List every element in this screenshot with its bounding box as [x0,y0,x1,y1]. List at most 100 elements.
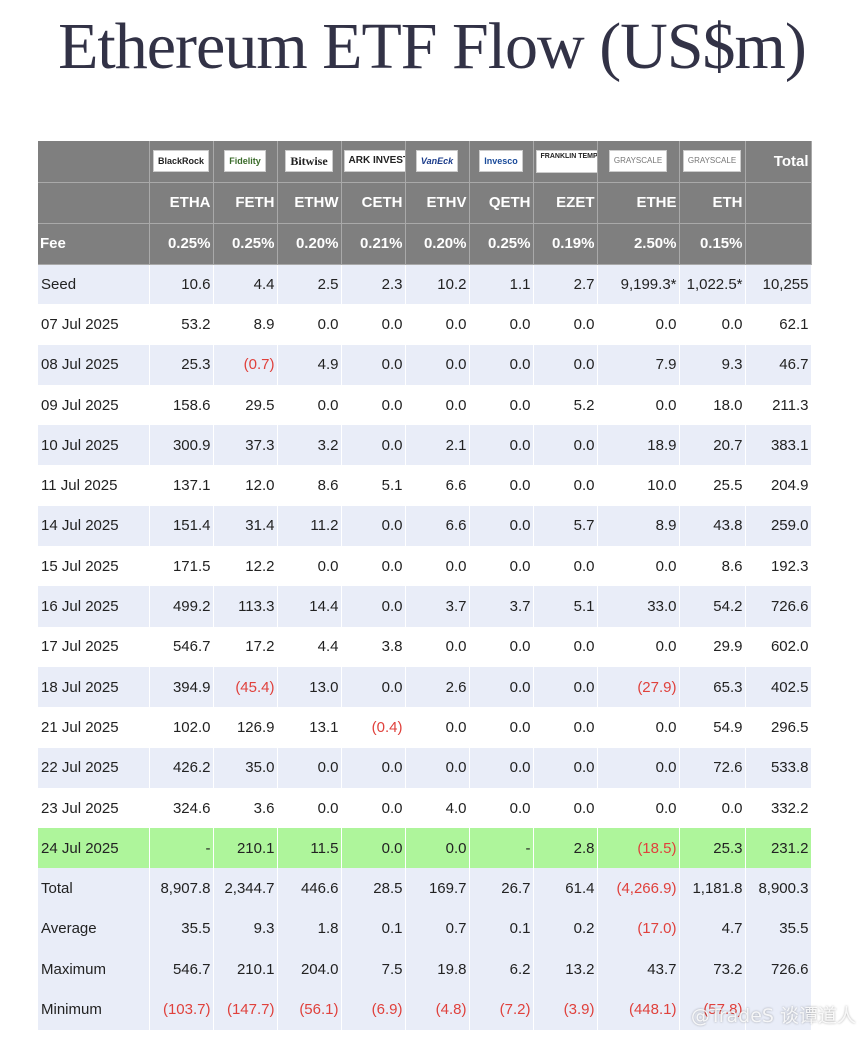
table-cell: 113.3 [213,586,278,627]
table-cell: 0.0 [341,425,406,466]
table-cell: 19.8 [405,949,470,990]
table-cell: 33.0 [597,586,680,627]
table-cell: 4.7 [679,908,746,950]
table-cell: 0.0 [341,828,406,869]
table-cell: 4.0 [405,787,470,829]
table-cell: 3.7 [469,586,534,627]
table-row: 09 Jul 2025 158.6 29.5 0.0 0.0 0.0 0.0 5.2 0.0 18… [38,384,812,426]
table-cell: 8.6 [679,546,746,587]
table-cell: 18.0 [679,384,746,426]
table-cell: 102.0 [149,707,214,748]
table-cell: 0.0 [277,747,342,788]
table-cell: 11.2 [277,505,342,547]
table-cell: (45.4) [213,666,278,708]
table-cell: 0.0 [533,465,598,506]
table-cell: 13.2 [533,949,598,990]
table-cell: 9,199.3* [597,264,680,305]
table-cell: 0.0 [533,747,598,788]
table-cell: 169.7 [405,868,470,909]
table-cell: 5.2 [533,384,598,426]
issuer-logo: VanEck [415,150,459,173]
table-cell: 3.6 [213,787,278,829]
table-cell: 12.2 [213,546,278,587]
table-cell: 6.2 [469,949,534,990]
etf-flow-table: BlackRock Fidelity Bitwise ARK INVEST Va… [38,141,812,1030]
table-cell: 1.1 [469,264,534,305]
issuer-logo-row: BlackRock Fidelity Bitwise ARK INVEST Va… [38,141,812,183]
table-cell: 13.0 [277,666,342,708]
table-cell: 12.0 [213,465,278,506]
row-label: 23 Jul 2025 [38,787,150,829]
table-cell: 62.1 [745,304,812,345]
issuer-logo-cell: Bitwise [277,141,342,183]
ticker-header: CETH [341,182,406,224]
table-cell: 210.1 [213,949,278,990]
table-cell: 171.5 [149,546,214,587]
table-cell: 0.1 [341,908,406,950]
table-cell: 210.1 [213,828,278,869]
issuer-logo: Invesco [479,150,523,173]
row-label: 14 Jul 2025 [38,505,150,547]
table-cell: 28.5 [341,868,406,909]
fee-value: 0.25% [149,223,214,265]
table-cell: 0.0 [469,666,534,708]
table-cell: 0.0 [469,707,534,748]
table-cell: 2.7 [533,264,598,305]
watermark: @TradeS 谈谭道人 [690,1005,856,1027]
table-cell: 0.0 [597,707,680,748]
row-label: Average [38,908,150,950]
issuer-logo: FRANKLIN TEMPLETON [535,149,596,173]
fee-value: 0.20% [405,223,470,265]
issuer-logo: GRAYSCALE [608,150,668,173]
table-cell: 0.0 [597,304,680,345]
table-cell: 7.9 [597,344,680,385]
row-label: 16 Jul 2025 [38,586,150,627]
table-cell: 10,255 [745,264,812,305]
table-cell: 0.0 [597,626,680,667]
table-cell: 0.0 [341,747,406,788]
row-label: Minimum [38,989,150,1030]
table-cell: 8.9 [597,505,680,547]
ticker-header: QETH [469,182,534,224]
row-label: Total [38,868,150,909]
table-cell: 25.3 [149,344,214,385]
table-cell: (18.5) [597,828,680,869]
table-cell: (3.9) [533,989,598,1030]
table-cell: 3.2 [277,425,342,466]
fee-row: Fee 0.25% 0.25% 0.20% 0.21% 0.20% 0.25% … [38,223,812,265]
table-cell: 259.0 [745,505,812,547]
table-cell: 0.7 [405,908,470,950]
table-cell: 10.6 [149,264,214,305]
table-cell: 296.5 [745,707,812,748]
table-cell: 6.6 [405,505,470,547]
table-row: 10 Jul 2025 300.9 37.3 3.2 0.0 2.1 0.0 0.0 18.9 2… [38,425,812,466]
table-cell: 211.3 [745,384,812,426]
row-label: 15 Jul 2025 [38,546,150,587]
table-cell: 383.1 [745,425,812,466]
ticker-header: ETHW [277,182,342,224]
table-cell: 61.4 [533,868,598,909]
table-cell: 8.6 [277,465,342,506]
table-cell: 0.0 [597,546,680,587]
table-cell: 402.5 [745,666,812,708]
fee-value: 0.20% [277,223,342,265]
table-cell: 3.7 [405,586,470,627]
table-cell: 17.2 [213,626,278,667]
table-row: 16 Jul 2025 499.2 113.3 14.4 0.0 3.7 3.7 5.1 33.… [38,586,812,627]
fee-value: 0.25% [213,223,278,265]
table-cell: 46.7 [745,344,812,385]
table-cell: 0.0 [533,546,598,587]
row-label: 07 Jul 2025 [38,304,150,345]
table-cell: 25.5 [679,465,746,506]
row-label: 08 Jul 2025 [38,344,150,385]
issuer-logo-cell: ARK INVEST [341,141,406,183]
table-cell: 499.2 [149,586,214,627]
table-cell: 0.0 [533,425,598,466]
fee-value: 0.19% [533,223,598,265]
table-cell: 324.6 [149,787,214,829]
issuer-logo-cell: GRAYSCALE [597,141,680,183]
table-cell: 29.5 [213,384,278,426]
table-cell: 5.1 [533,586,598,627]
table-cell: 8.9 [213,304,278,345]
table-cell: 2.8 [533,828,598,869]
